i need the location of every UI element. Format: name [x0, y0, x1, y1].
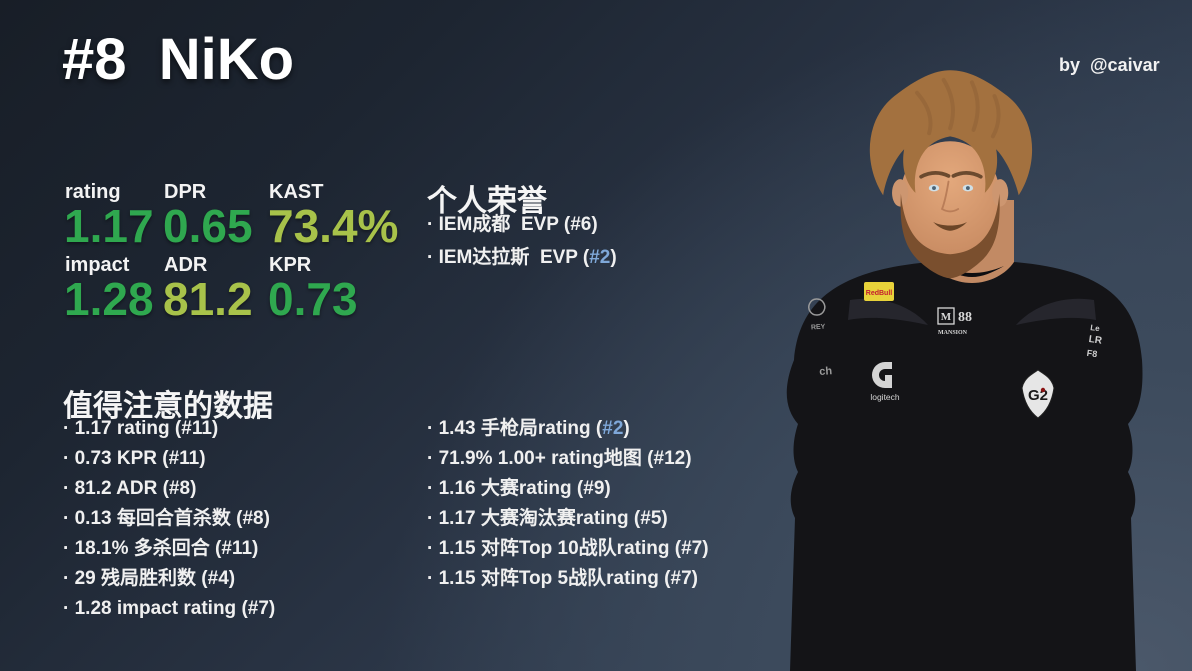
svg-text:MANSION: MANSION — [938, 330, 968, 336]
svg-text:LR: LR — [1088, 334, 1104, 347]
svg-text:M: M — [941, 311, 952, 323]
svg-text:REY: REY — [811, 323, 826, 331]
svg-text:Le: Le — [1090, 323, 1101, 333]
svg-text:88: 88 — [958, 310, 972, 325]
svg-text:logitech: logitech — [870, 392, 900, 402]
svg-text:F8: F8 — [1086, 348, 1098, 359]
svg-text:ch: ch — [819, 365, 833, 378]
svg-text:RedBull: RedBull — [866, 290, 893, 297]
